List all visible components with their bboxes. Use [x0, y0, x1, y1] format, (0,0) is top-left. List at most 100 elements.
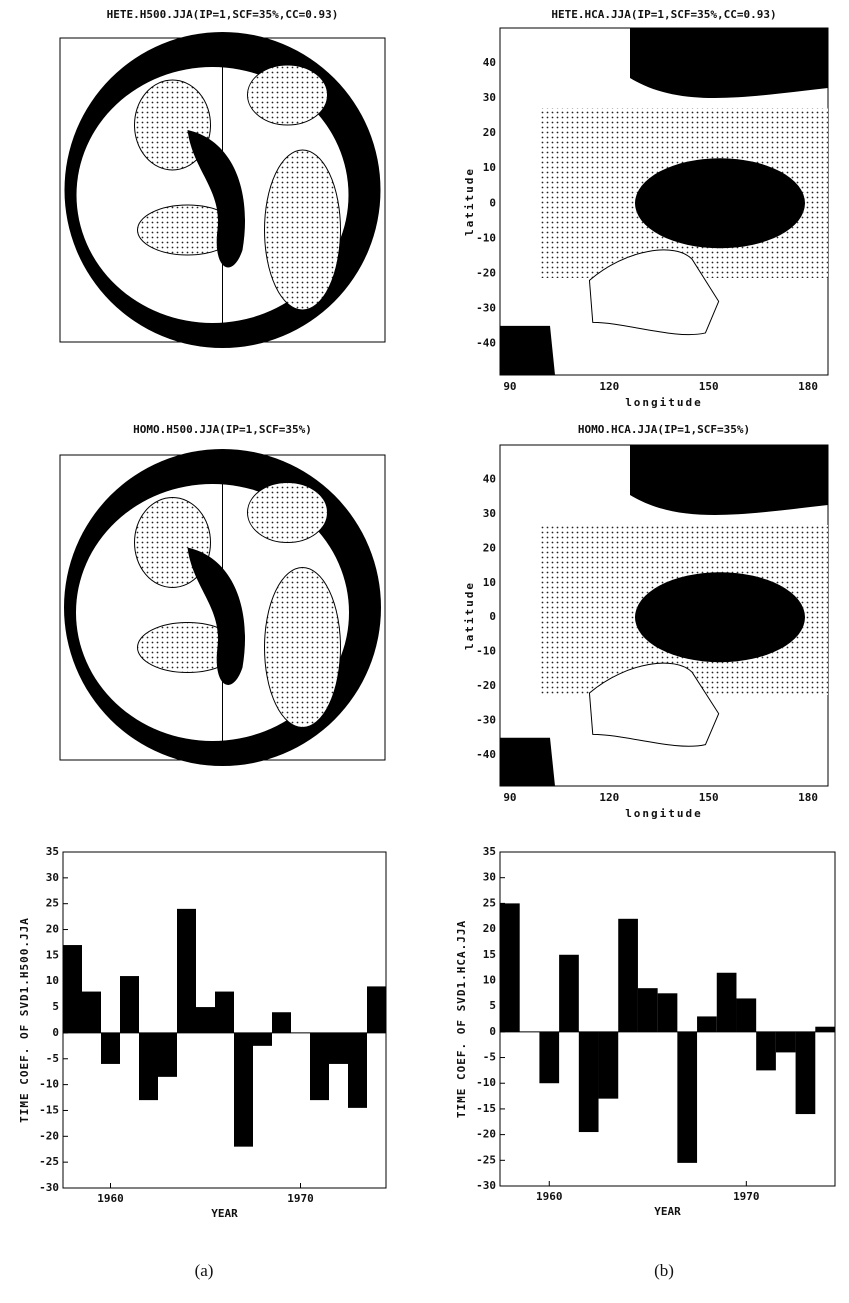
panel-caption: (a) [195, 1261, 214, 1280]
y-tick-label: 35 [483, 845, 496, 858]
x-axis-label: YEAR [654, 1205, 681, 1218]
y-tick-label: 20 [46, 923, 59, 936]
y-tick-label: 30 [483, 91, 496, 104]
map-title: HOMO.HCA.JJA(IP=1,SCF=35%) [578, 423, 750, 436]
y-tick-label: 10 [483, 161, 496, 174]
negative-region [635, 158, 805, 248]
bar [63, 945, 82, 1033]
y-tick-label: 30 [483, 507, 496, 520]
y-tick-label: 25 [46, 897, 59, 910]
bar [618, 919, 638, 1032]
y-tick-label: 20 [483, 922, 496, 935]
y-tick-label: 0 [52, 1026, 59, 1039]
shaded-region [265, 568, 341, 728]
y-tick-label: -25 [39, 1155, 59, 1168]
bar [717, 973, 737, 1032]
y-tick-label: -20 [476, 1128, 496, 1141]
y-tick-label: 10 [483, 576, 496, 589]
bar [599, 1032, 619, 1099]
bar [539, 1032, 559, 1083]
y-tick-label: 25 [483, 896, 496, 909]
x-tick-label: 180 [798, 380, 818, 393]
y-tick-label: 20 [483, 126, 496, 139]
y-tick-label: -20 [476, 679, 496, 692]
bar [756, 1032, 776, 1071]
figure: HETE.H500.JJA(IP=1,SCF=35%,CC=0.93) HETE.… [0, 0, 849, 1303]
y-tick-label: 10 [483, 973, 496, 986]
y-tick-label: 0 [489, 610, 496, 623]
y-tick-label: 20 [483, 541, 496, 554]
y-tick-label: 10 [46, 974, 59, 987]
shaded-region [248, 65, 328, 125]
bar [101, 1033, 120, 1064]
x-axis-label: longitude [625, 807, 703, 820]
bar [677, 1032, 697, 1163]
y-tick-label: -10 [476, 231, 496, 244]
y-tick-label: 30 [483, 871, 496, 884]
y-tick-label: -5 [46, 1052, 59, 1065]
bar [736, 998, 756, 1031]
x-axis-label: longitude [625, 396, 703, 409]
shaded-region [265, 150, 341, 310]
map-title: HETE.H500.JJA(IP=1,SCF=35%,CC=0.93) [107, 8, 339, 21]
y-tick-label: -15 [39, 1103, 59, 1116]
bar [234, 1033, 253, 1147]
bar [272, 1012, 291, 1033]
bar [329, 1033, 348, 1064]
bar [310, 1033, 329, 1100]
bar [776, 1032, 796, 1053]
bar [177, 909, 196, 1033]
y-tick-label: 35 [46, 845, 59, 858]
y-tick-label: 15 [46, 948, 59, 961]
panel-caption: (b) [654, 1261, 674, 1280]
y-tick-label: -10 [476, 645, 496, 658]
y-tick-label: 15 [483, 948, 496, 961]
y-axis-label: latitude [463, 167, 476, 236]
negative-region [630, 445, 828, 515]
x-tick-label: 1960 [536, 1190, 563, 1203]
y-tick-label: -25 [476, 1153, 496, 1166]
y-tick-label: -30 [476, 1179, 496, 1192]
x-tick-label: 1970 [733, 1190, 760, 1203]
bar [367, 986, 386, 1033]
bar [253, 1033, 272, 1046]
y-tick-label: -30 [39, 1181, 59, 1194]
y-tick-label: 40 [483, 56, 496, 69]
shaded-region [248, 483, 328, 543]
x-tick-label: 180 [798, 791, 818, 804]
x-axis-label: YEAR [211, 1207, 238, 1220]
bar [348, 1033, 367, 1108]
x-tick-label: 150 [699, 791, 719, 804]
y-tick-label: 5 [52, 1000, 59, 1013]
x-tick-label: 150 [699, 380, 719, 393]
y-tick-label: -40 [476, 336, 496, 349]
bar [120, 976, 139, 1033]
y-axis-label: latitude [463, 581, 476, 650]
y-tick-label: -15 [476, 1102, 496, 1115]
y-tick-label: -30 [476, 301, 496, 314]
y-tick-label: -10 [476, 1076, 496, 1089]
y-tick-label: -20 [476, 266, 496, 279]
bar [579, 1032, 599, 1132]
y-tick-label: -40 [476, 748, 496, 761]
y-tick-label: 0 [489, 196, 496, 209]
bar [158, 1033, 177, 1077]
bar [559, 955, 579, 1032]
x-tick-label: 120 [599, 791, 619, 804]
negative-region [500, 326, 555, 375]
negative-region [630, 28, 828, 98]
bar [500, 903, 520, 1031]
map-title: HETE.HCA.JJA(IP=1,SCF=35%,CC=0.93) [551, 8, 776, 21]
x-tick-label: 1970 [287, 1192, 314, 1205]
y-tick-label: 30 [46, 871, 59, 884]
bar [658, 993, 678, 1032]
y-axis-label: TIME COEF. OF SVD1.H500.JJA [18, 917, 31, 1123]
bar [796, 1032, 816, 1114]
y-tick-label: 0 [489, 1025, 496, 1038]
bar [215, 992, 234, 1033]
negative-region [635, 572, 805, 662]
y-tick-label: 5 [489, 999, 496, 1012]
bar [697, 1016, 717, 1031]
x-tick-label: 120 [599, 380, 619, 393]
bar [196, 1007, 215, 1033]
